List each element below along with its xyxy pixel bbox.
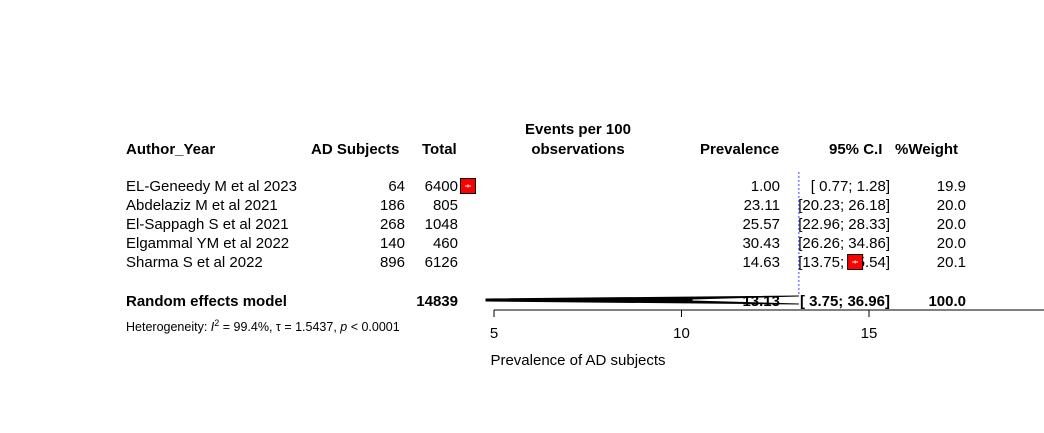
header-prevalence: Prevalence (700, 141, 780, 158)
pooled-total: 14839 (416, 293, 458, 310)
pooled-ci: [ 3.75; 36.96] (799, 293, 890, 310)
study-total: 6400 (424, 178, 458, 195)
pooled-label: Random effects model (126, 293, 287, 310)
header-events-line1: Events per 100 (525, 121, 631, 138)
study-weight: 20.1 (936, 254, 966, 271)
study-prevalence: 30.43 (742, 235, 780, 252)
study-ci: [22.96; 28.33] (798, 216, 890, 233)
study-weight: 19.9 (936, 178, 966, 195)
study-author: El-Sappagh S et al 2021 (126, 216, 289, 233)
study-weight: 20.0 (936, 197, 966, 214)
heterogeneity-i2-symbol: I (210, 320, 215, 335)
study-prevalence: 1.00 (750, 178, 780, 195)
study-author: Abdelaziz M et al 2021 (126, 197, 278, 214)
heterogeneity-i2-value: = 99.4%, τ = 1.5437, (219, 320, 341, 335)
study-weight: 20.0 (936, 216, 966, 233)
pooled-weight: 100.0 (928, 293, 966, 310)
header-ad-subjects: AD Subjects (311, 141, 400, 158)
header-author: Author_Year (126, 141, 216, 158)
study-ad-subjects: 896 (379, 254, 405, 271)
x-axis-label: Prevalence of AD subjects (490, 352, 666, 369)
heterogeneity-text: Heterogeneity: I2 = 99.4%, τ = 1.5437, p… (126, 315, 400, 336)
study-ad-subjects: 186 (379, 197, 405, 214)
header-total: Total (422, 141, 457, 158)
study-total: 1048 (424, 216, 458, 233)
heterogeneity-p-symbol: p (340, 320, 348, 335)
study-total: 805 (432, 197, 458, 214)
study-prevalence: 14.63 (742, 254, 780, 271)
study-ci: [26.26; 34.86] (798, 235, 890, 252)
study-ad-subjects: 64 (388, 178, 405, 195)
header-ci: 95% C.I (829, 141, 883, 158)
heterogeneity-prefix: Heterogeneity: (126, 320, 211, 335)
study-total: 6126 (424, 254, 458, 271)
study-author: Elgammal YM et al 2022 (126, 235, 290, 252)
x-tick-label: 5 (490, 325, 498, 342)
study-author: Sharma S et al 2022 (126, 254, 263, 271)
header-events-line2: observations (531, 141, 625, 158)
header-weight: %Weight (895, 141, 959, 158)
study-ad-subjects: 268 (379, 216, 405, 233)
x-tick-label: 15 (861, 325, 878, 342)
study-prevalence: 23.11 (743, 197, 780, 214)
pooled-diamond (485, 295, 799, 305)
heterogeneity-p-value: < 0.0001 (347, 320, 400, 335)
study-ad-subjects: 140 (379, 235, 405, 252)
study-total: 460 (432, 235, 458, 252)
study-prevalence: 25.57 (742, 216, 780, 233)
study-ci: [ 0.77; 1.28] (810, 178, 890, 195)
heterogeneity-i2-sup: 2 (214, 318, 220, 328)
study-weight: 20.0 (936, 235, 966, 252)
study-author: EL-Geneedy M et al 2023 (126, 178, 297, 195)
study-ci: [13.75; 15.54] (798, 254, 890, 271)
x-tick-label: 10 (673, 325, 690, 342)
study-ci: [20.23; 26.18] (798, 197, 890, 214)
